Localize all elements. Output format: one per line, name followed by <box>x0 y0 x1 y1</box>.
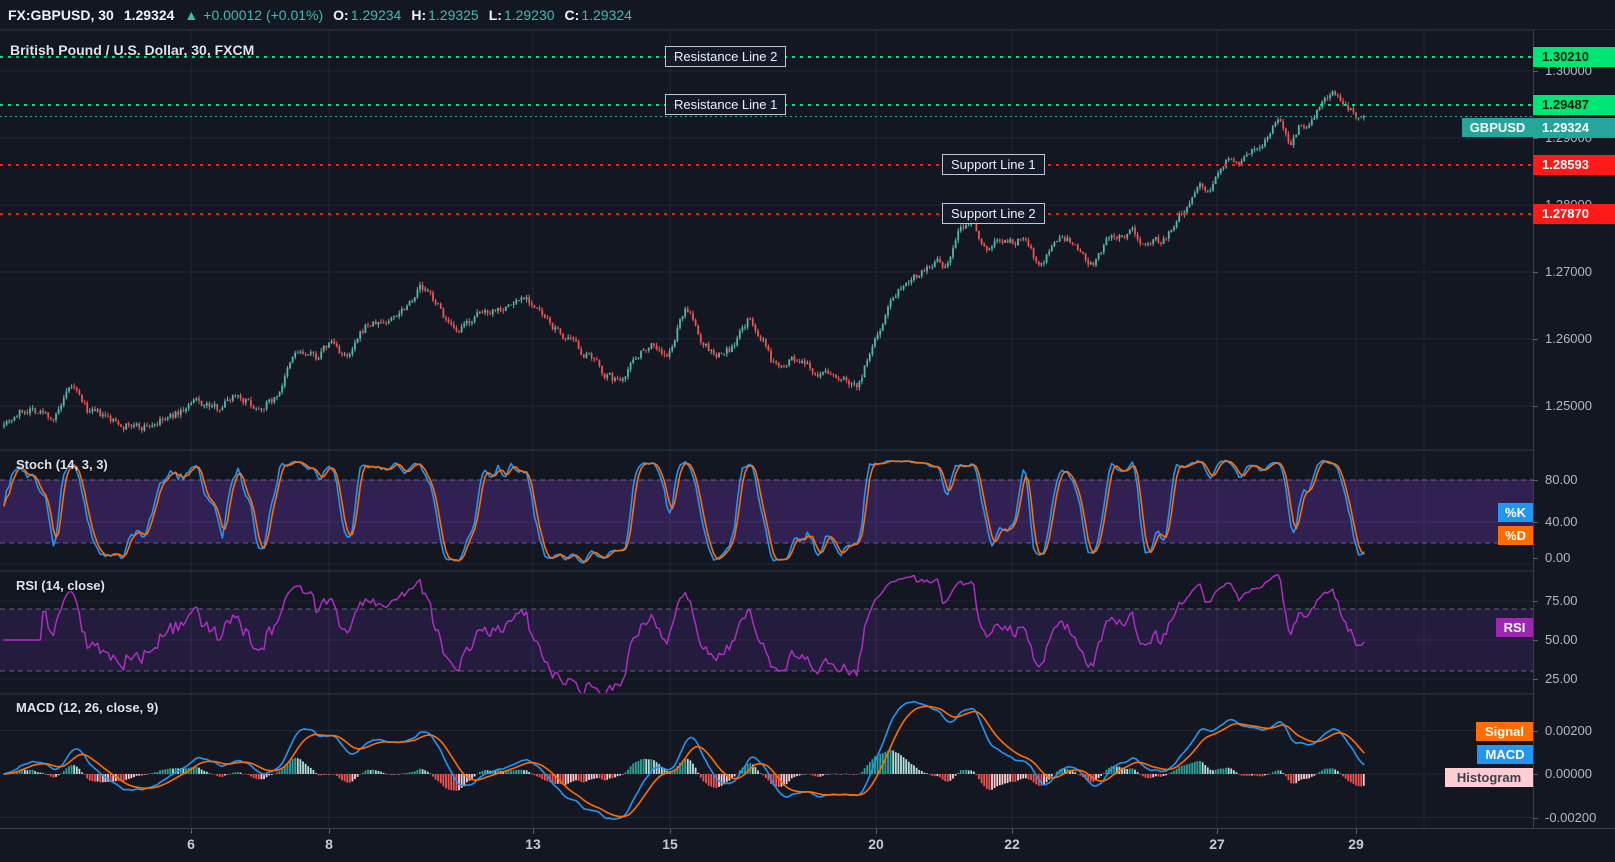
price-axis-label: 0.00 <box>1545 550 1571 565</box>
level-label-support-line-1[interactable]: Support Line 1 <box>942 154 1045 175</box>
price-axis-label: 1.25000 <box>1545 398 1592 413</box>
axis-price-label-1.30210: 1.30210 <box>1533 47 1615 67</box>
symbol-info-bar: FX:GBPUSD, 30 1.29324 ▲ +0.00012 (+0.01%)… <box>0 0 1615 30</box>
time-axis-label: 8 <box>325 836 333 852</box>
up-arrow-icon: ▲ <box>184 6 199 23</box>
chart-canvas[interactable] <box>0 0 1533 828</box>
price-change: ▲ +0.00012 (+0.01%) <box>184 7 323 23</box>
price-axis-label: 80.00 <box>1545 472 1578 487</box>
indicator-tag-macd: MACD <box>1477 745 1533 764</box>
time-axis-tick <box>1012 829 1013 834</box>
time-axis-label: 27 <box>1209 836 1225 852</box>
indicator-tag-rsi: RSI <box>1496 618 1533 637</box>
time-axis-label: 6 <box>187 836 195 852</box>
rsi-panel-title[interactable]: RSI (14, close) <box>16 578 105 593</box>
indicator-tag-k: %K <box>1498 503 1533 522</box>
symbol-title[interactable]: FX:GBPUSD, 30 <box>8 6 114 23</box>
level-label-resistance-line-2[interactable]: Resistance Line 2 <box>665 46 787 67</box>
indicator-tag-hist: Histogram <box>1445 768 1533 787</box>
level-label-support-line-2[interactable]: Support Line 2 <box>942 203 1045 224</box>
price-axis-tick <box>1533 522 1538 523</box>
price-axis-tick <box>1533 818 1538 819</box>
time-axis-tick <box>876 829 877 834</box>
time-axis-label: 29 <box>1348 836 1364 852</box>
current-price-line <box>0 116 1533 117</box>
time-axis-tick <box>670 829 671 834</box>
indicator-tag-signal: Signal <box>1476 722 1533 741</box>
price-axis-tick <box>1533 601 1538 602</box>
price-axis-label: 1.26000 <box>1545 331 1592 346</box>
level-label-resistance-line-1[interactable]: Resistance Line 1 <box>665 94 787 115</box>
price-axis-label: 25.00 <box>1545 671 1578 686</box>
price-axis-tick <box>1533 339 1538 340</box>
price-axis-label: 40.00 <box>1545 514 1578 529</box>
price-axis-tick <box>1533 679 1538 680</box>
price-axis-label: 0.00200 <box>1545 723 1592 738</box>
price-axis-label: -0.00200 <box>1545 810 1597 825</box>
level-line-3[interactable] <box>0 164 1533 166</box>
price-axis-label: 75.00 <box>1545 593 1578 608</box>
indicator-tag-d: %D <box>1498 526 1533 545</box>
symbol-price-tag: GBPUSD <box>1462 118 1533 137</box>
time-axis[interactable] <box>0 828 1615 862</box>
axis-price-label-1.27870: 1.27870 <box>1533 204 1615 224</box>
stoch-panel-title[interactable]: Stoch (14, 3, 3) <box>16 457 108 472</box>
time-axis-tick <box>329 829 330 834</box>
time-axis-tick <box>1217 829 1218 834</box>
low-readout: L: 1.29230 <box>488 6 555 23</box>
time-axis-label: 20 <box>868 836 884 852</box>
macd-panel-title[interactable]: MACD (12, 26, close, 9) <box>16 700 159 715</box>
chart-title[interactable]: British Pound / U.S. Dollar, 30, FXCM <box>10 42 255 58</box>
price-axis-label: 0.00000 <box>1545 766 1592 781</box>
time-axis-label: 15 <box>662 836 678 852</box>
change-value: +0.00012 (+0.01%) <box>203 6 324 23</box>
price-axis-tick <box>1533 558 1538 559</box>
open-readout: O: 1.29234 <box>333 6 402 23</box>
price-axis-tick <box>1533 406 1538 407</box>
axis-current-price-label: 1.29324 <box>1533 118 1615 138</box>
axis-price-label-1.28593: 1.28593 <box>1533 155 1615 175</box>
price-axis-label: 1.27000 <box>1545 264 1592 279</box>
last-price: 1.29324 <box>123 6 175 23</box>
price-axis-tick <box>1533 731 1538 732</box>
time-axis-tick <box>1356 829 1357 834</box>
price-axis-tick <box>1533 774 1538 775</box>
price-axis-tick <box>1533 640 1538 641</box>
price-axis-tick <box>1533 480 1538 481</box>
close-readout: C: 1.29324 <box>564 6 632 23</box>
price-axis-label: 50.00 <box>1545 632 1578 647</box>
price-axis-tick <box>1533 272 1538 273</box>
high-readout: H: 1.29325 <box>411 6 479 23</box>
level-line-4[interactable] <box>0 213 1533 215</box>
price-axis[interactable] <box>1533 30 1615 828</box>
time-axis-tick <box>533 829 534 834</box>
price-axis-tick <box>1533 71 1538 72</box>
time-axis-label: 13 <box>525 836 541 852</box>
price-axis-tick <box>1533 138 1538 139</box>
time-axis-tick <box>191 829 192 834</box>
time-axis-label: 22 <box>1004 836 1020 852</box>
axis-price-label-1.29487: 1.29487 <box>1533 95 1615 115</box>
